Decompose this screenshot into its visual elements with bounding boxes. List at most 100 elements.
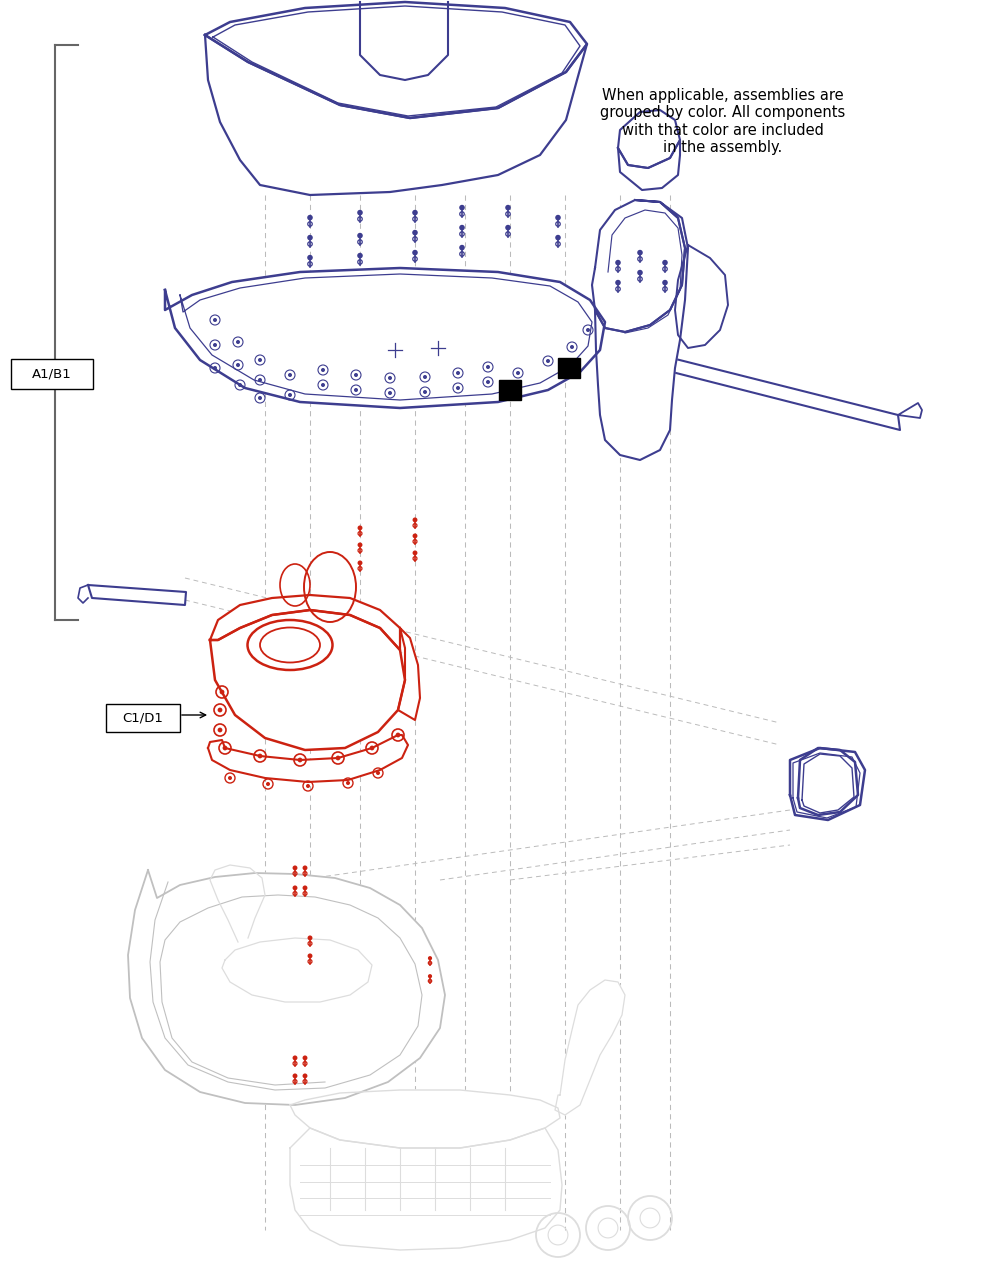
Circle shape xyxy=(306,784,310,788)
Circle shape xyxy=(486,365,490,369)
Circle shape xyxy=(358,560,362,565)
Circle shape xyxy=(298,758,302,763)
Circle shape xyxy=(354,388,358,392)
Circle shape xyxy=(307,215,313,220)
Circle shape xyxy=(303,865,307,870)
Circle shape xyxy=(220,689,224,694)
Circle shape xyxy=(423,390,427,394)
Circle shape xyxy=(388,376,392,380)
Polygon shape xyxy=(592,200,685,332)
Circle shape xyxy=(258,359,262,362)
Circle shape xyxy=(505,205,511,210)
Circle shape xyxy=(456,386,460,390)
Circle shape xyxy=(308,935,312,940)
Circle shape xyxy=(505,224,511,231)
Circle shape xyxy=(555,215,561,220)
Circle shape xyxy=(293,886,297,891)
Circle shape xyxy=(357,253,363,258)
Circle shape xyxy=(218,727,222,732)
Polygon shape xyxy=(798,748,858,815)
Text: When applicable, assemblies are
grouped by color. All components
with that color: When applicable, assemblies are grouped … xyxy=(600,87,846,155)
Circle shape xyxy=(456,371,460,375)
Circle shape xyxy=(293,865,297,870)
Polygon shape xyxy=(290,1090,560,1148)
Circle shape xyxy=(486,380,490,384)
Circle shape xyxy=(321,367,325,372)
Circle shape xyxy=(423,375,427,379)
Polygon shape xyxy=(165,269,605,408)
Polygon shape xyxy=(208,735,408,782)
Circle shape xyxy=(376,772,380,775)
Circle shape xyxy=(357,233,363,238)
Circle shape xyxy=(555,234,561,241)
Polygon shape xyxy=(618,110,680,169)
Polygon shape xyxy=(290,1128,562,1251)
Circle shape xyxy=(615,260,621,265)
Circle shape xyxy=(258,754,262,759)
Circle shape xyxy=(370,745,374,750)
Circle shape xyxy=(288,372,292,378)
Circle shape xyxy=(236,364,240,367)
Circle shape xyxy=(346,780,350,786)
Circle shape xyxy=(546,359,550,364)
Circle shape xyxy=(662,260,668,265)
Circle shape xyxy=(213,366,217,370)
Circle shape xyxy=(413,550,417,555)
Circle shape xyxy=(388,392,392,395)
Circle shape xyxy=(412,229,418,236)
Circle shape xyxy=(358,542,362,547)
Polygon shape xyxy=(205,3,587,118)
Circle shape xyxy=(213,318,217,322)
Circle shape xyxy=(662,280,668,285)
Circle shape xyxy=(459,205,465,210)
Circle shape xyxy=(428,974,432,978)
Polygon shape xyxy=(205,35,587,195)
Circle shape xyxy=(258,378,262,381)
Circle shape xyxy=(321,383,325,386)
Polygon shape xyxy=(210,595,400,650)
Circle shape xyxy=(288,393,292,397)
Polygon shape xyxy=(398,628,420,720)
Polygon shape xyxy=(620,345,900,430)
Circle shape xyxy=(459,224,465,231)
Polygon shape xyxy=(675,245,728,348)
Circle shape xyxy=(354,372,358,378)
Circle shape xyxy=(428,957,432,960)
Circle shape xyxy=(357,210,363,215)
Circle shape xyxy=(570,345,574,348)
Circle shape xyxy=(223,745,227,750)
Bar xyxy=(499,380,521,400)
Circle shape xyxy=(307,255,313,261)
Circle shape xyxy=(293,1073,297,1078)
Circle shape xyxy=(258,397,262,400)
Circle shape xyxy=(637,250,643,256)
Polygon shape xyxy=(595,200,688,460)
Circle shape xyxy=(336,755,340,760)
Polygon shape xyxy=(88,585,186,606)
Circle shape xyxy=(412,250,418,256)
Polygon shape xyxy=(790,748,865,820)
Circle shape xyxy=(307,234,313,241)
Text: A1/B1: A1/B1 xyxy=(32,367,72,380)
Circle shape xyxy=(637,270,643,275)
Text: C1/D1: C1/D1 xyxy=(123,712,163,725)
Circle shape xyxy=(303,886,307,891)
Circle shape xyxy=(308,954,312,958)
Circle shape xyxy=(238,383,242,386)
Circle shape xyxy=(413,517,417,522)
Circle shape xyxy=(293,1055,297,1060)
Polygon shape xyxy=(618,139,680,190)
Circle shape xyxy=(615,280,621,285)
Circle shape xyxy=(236,340,240,345)
Circle shape xyxy=(396,732,400,737)
Circle shape xyxy=(218,707,222,712)
Bar xyxy=(558,359,580,378)
Circle shape xyxy=(303,1055,307,1060)
Polygon shape xyxy=(128,870,445,1105)
FancyBboxPatch shape xyxy=(106,704,180,732)
Polygon shape xyxy=(555,979,625,1115)
Circle shape xyxy=(303,1073,307,1078)
Circle shape xyxy=(516,371,520,375)
Circle shape xyxy=(413,533,417,538)
Circle shape xyxy=(412,210,418,215)
